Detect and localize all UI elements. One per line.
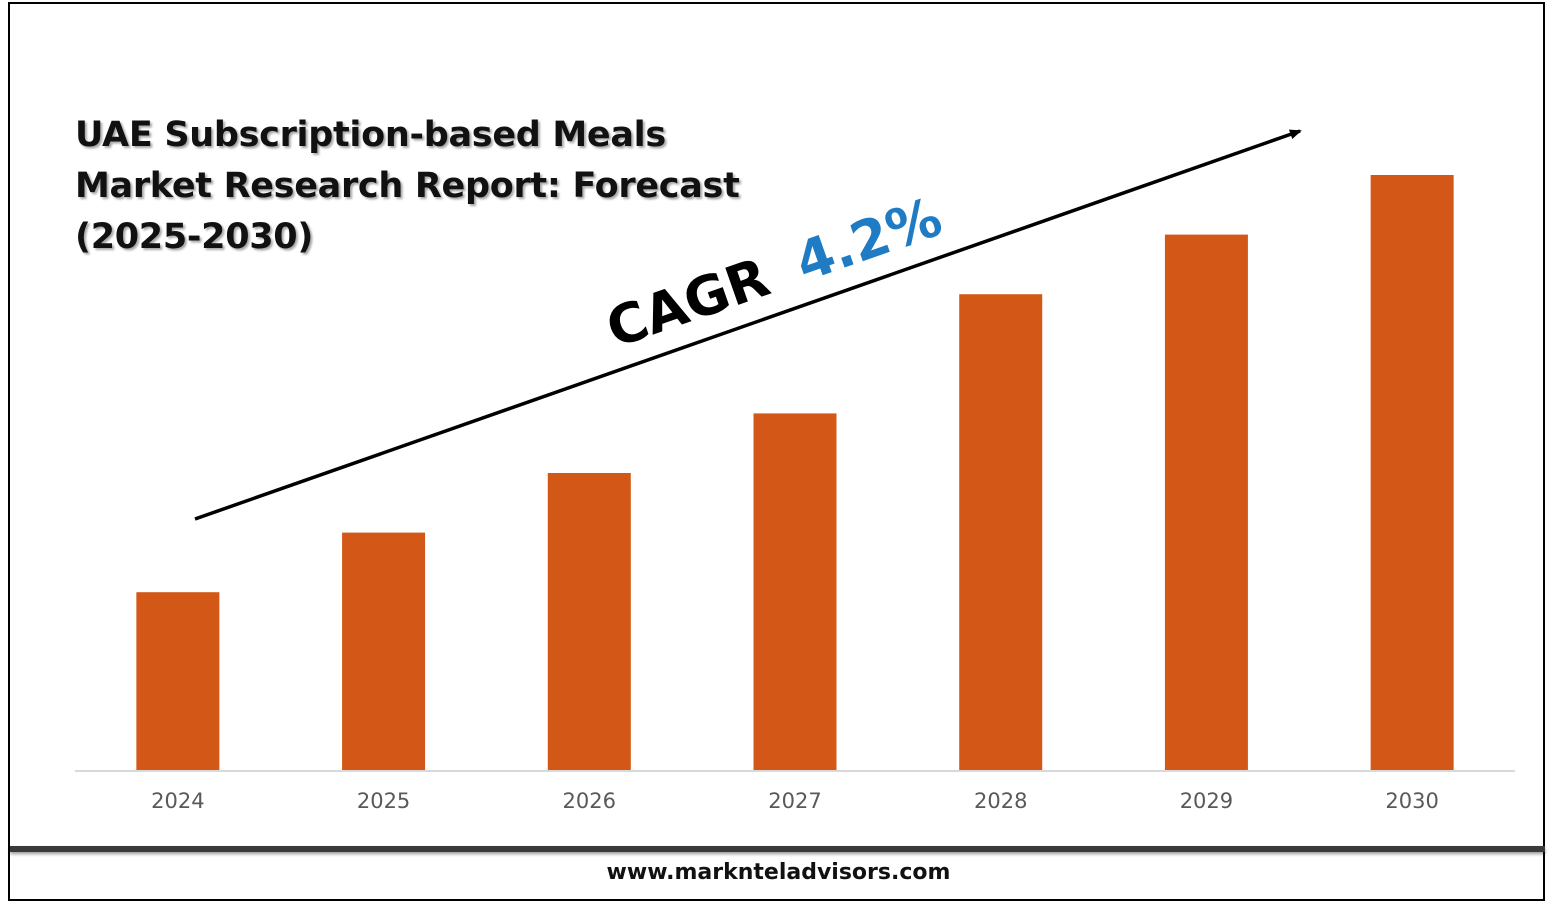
bar-2024 — [136, 592, 220, 771]
title-line-1: UAE Subscription-based Meals — [75, 115, 666, 155]
cagr-value: 4.2% — [787, 185, 949, 294]
title-line-2: Market Research Report: Forecast — [75, 166, 740, 206]
trend-arrow — [194, 129, 1302, 521]
footer-url: www.marknteladvisors.com — [606, 860, 951, 885]
x-tick-label-2028: 2028 — [974, 789, 1027, 813]
bar-2028 — [959, 294, 1043, 771]
x-tick-label-2026: 2026 — [563, 789, 616, 813]
bars-group — [136, 175, 1454, 772]
bar-2030 — [1370, 175, 1454, 771]
bar-2026 — [547, 473, 631, 771]
x-tick-label-2024: 2024 — [151, 789, 204, 813]
bar-2025 — [342, 532, 426, 771]
chart-title: UAE Subscription-based Meals Market Rese… — [75, 110, 775, 263]
x-tick-label-2025: 2025 — [357, 789, 410, 813]
title-line-3: (2025-2030) — [75, 217, 314, 257]
x-tick-label-2030: 2030 — [1385, 789, 1438, 813]
x-tick-label-2027: 2027 — [768, 789, 821, 813]
x-tick-label-2029: 2029 — [1180, 789, 1233, 813]
cagr-label: CAGR — [598, 246, 777, 361]
bar-2027 — [753, 413, 837, 771]
x-tick-labels: 2024 2025 2026 2027 2028 2029 2030 — [151, 789, 1439, 813]
footer-divider — [10, 846, 1545, 852]
bar-2029 — [1164, 234, 1248, 772]
